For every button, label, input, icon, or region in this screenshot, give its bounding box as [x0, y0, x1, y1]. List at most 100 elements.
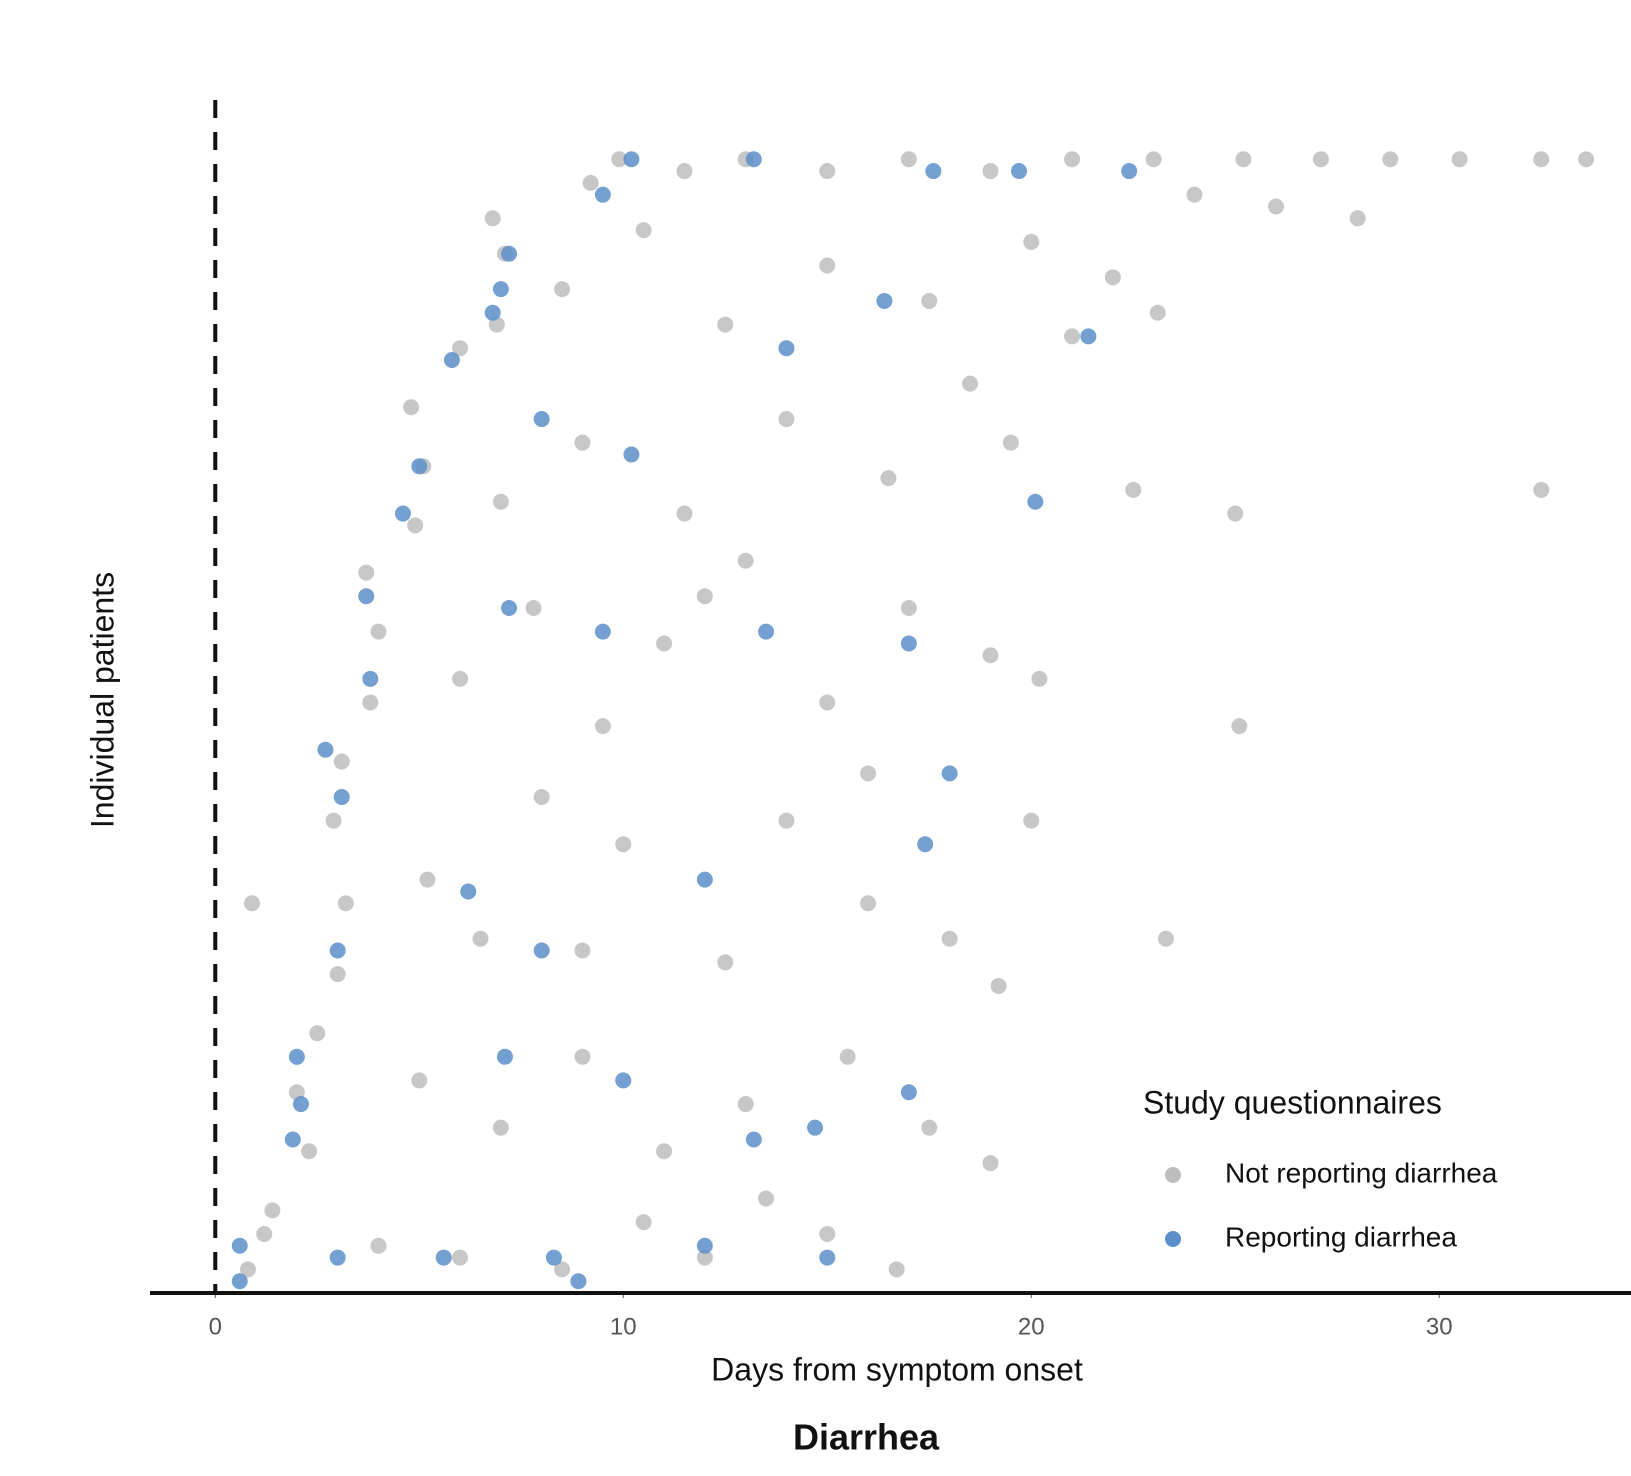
point	[594, 718, 611, 735]
point	[1125, 481, 1142, 498]
point	[1011, 163, 1028, 180]
point	[860, 895, 877, 912]
point	[411, 1072, 428, 1089]
point	[1227, 505, 1244, 522]
point	[778, 340, 795, 357]
point	[403, 399, 420, 416]
point	[941, 930, 958, 947]
point	[656, 635, 673, 652]
point	[921, 292, 938, 309]
point	[533, 942, 550, 959]
point	[611, 151, 628, 168]
point	[419, 871, 436, 888]
point	[317, 741, 334, 758]
point	[492, 1119, 509, 1136]
point	[492, 281, 509, 298]
point	[900, 600, 917, 617]
point	[452, 1249, 469, 1266]
point	[292, 1096, 309, 1113]
point	[435, 1249, 452, 1266]
point	[472, 930, 489, 947]
point	[696, 871, 713, 888]
point	[982, 163, 999, 180]
point	[1382, 151, 1399, 168]
point	[309, 1025, 326, 1042]
legend-title: Study questionnaires	[1143, 1084, 1442, 1120]
point	[370, 623, 387, 640]
x-tick-label: 10	[610, 1313, 637, 1340]
point	[533, 411, 550, 428]
point	[941, 765, 958, 782]
point	[1121, 163, 1138, 180]
point	[501, 245, 518, 262]
point	[656, 1143, 673, 1160]
point	[807, 1119, 824, 1136]
point	[501, 600, 518, 617]
point	[819, 694, 836, 711]
point	[696, 1249, 713, 1266]
point	[819, 1225, 836, 1242]
point	[778, 812, 795, 829]
legend-label: Reporting diarrhea	[1225, 1221, 1457, 1252]
point	[1145, 151, 1162, 168]
point	[819, 1249, 836, 1266]
point	[819, 257, 836, 274]
point	[1023, 233, 1040, 250]
point	[623, 446, 640, 463]
point	[333, 788, 350, 805]
point	[839, 1048, 856, 1065]
point	[358, 564, 375, 581]
point	[337, 895, 354, 912]
point	[1533, 481, 1550, 498]
point	[545, 1249, 562, 1266]
point	[615, 1072, 632, 1089]
point	[758, 623, 775, 640]
point	[982, 1155, 999, 1172]
x-tick-label: 30	[1426, 1313, 1453, 1340]
point	[443, 352, 460, 369]
point	[1002, 434, 1019, 451]
point	[1064, 151, 1081, 168]
point	[1031, 670, 1048, 687]
point	[982, 647, 999, 664]
point	[745, 1131, 762, 1148]
point	[635, 222, 652, 239]
legend-label: Not reporting diarrhea	[1225, 1157, 1498, 1188]
point	[1186, 186, 1203, 203]
point	[1235, 151, 1252, 168]
point	[1027, 493, 1044, 510]
point	[1268, 198, 1285, 215]
point	[635, 1214, 652, 1231]
point	[594, 623, 611, 640]
point	[1023, 812, 1040, 829]
point	[231, 1237, 248, 1254]
point	[239, 1261, 256, 1278]
y-axis-label: Individual patients	[84, 572, 120, 828]
point	[574, 942, 591, 959]
point	[594, 186, 611, 203]
point	[325, 812, 342, 829]
point	[888, 1261, 905, 1278]
point	[717, 316, 734, 333]
point	[1533, 151, 1550, 168]
point	[696, 588, 713, 605]
point	[407, 517, 424, 534]
point	[1080, 328, 1097, 345]
point	[411, 458, 428, 475]
point	[484, 210, 501, 227]
point	[554, 1261, 571, 1278]
point	[900, 1084, 917, 1101]
point	[329, 942, 346, 959]
point	[623, 151, 640, 168]
point	[1104, 269, 1121, 286]
point	[484, 304, 501, 321]
point	[333, 753, 350, 770]
point	[496, 1048, 513, 1065]
point	[676, 505, 693, 522]
point	[737, 1096, 754, 1113]
point	[460, 883, 477, 900]
point	[758, 1190, 775, 1207]
point	[284, 1131, 301, 1148]
point	[329, 966, 346, 983]
